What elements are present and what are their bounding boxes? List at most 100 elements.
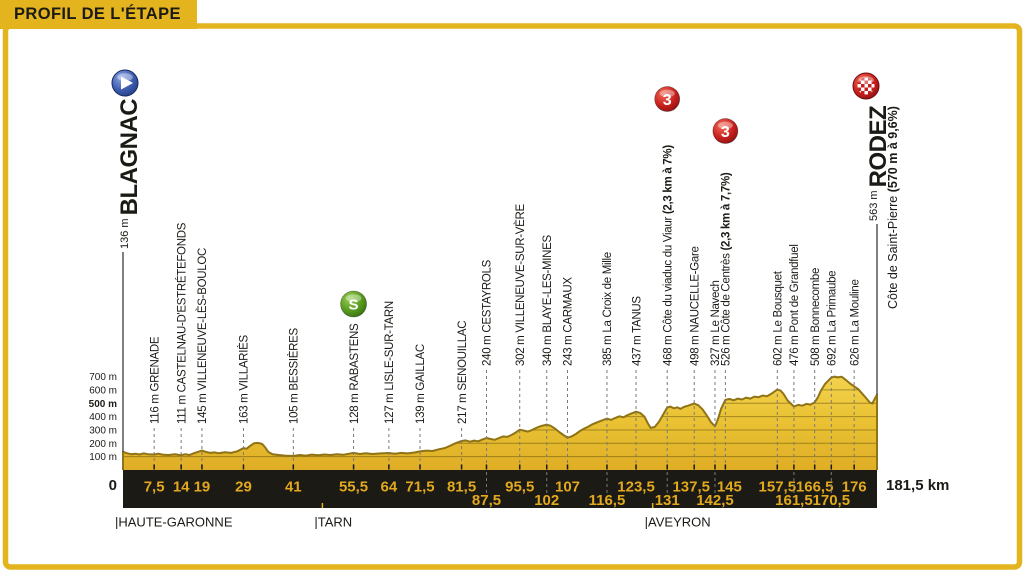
terrain-outline <box>122 375 878 470</box>
km-label: 7,5 <box>144 479 165 496</box>
waypoint-tick <box>606 464 608 470</box>
waypoint-label: 128 m RABASTENS <box>349 323 361 424</box>
waypoint-label: 468 m Côte du viaduc du Viaur (2,3 km à … <box>662 145 674 366</box>
waypoint-label: 105 m BESSIÈRES <box>288 328 301 424</box>
start-icon <box>111 69 139 97</box>
waypoint-label: 243 m CARMAUX <box>563 277 575 366</box>
km-label: 41 <box>285 479 302 496</box>
km-label: 131 <box>655 492 680 509</box>
y-axis-tick-label: 500 m <box>89 399 117 410</box>
waypoint-tick <box>419 464 421 470</box>
category-3-climb-icon: 3 <box>654 86 681 112</box>
waypoint-tick <box>693 464 695 470</box>
badge-label: 3 <box>663 92 672 109</box>
km-label: 29 <box>235 479 252 496</box>
y-axis-labels: 100 m 200 m 300 m 400 m 500 m 600 m 700 m <box>89 372 117 463</box>
waypoint-tick <box>793 464 795 470</box>
waypoint-tick <box>724 464 727 470</box>
km-label: 166,5 <box>796 479 834 496</box>
page-title-tab: PROFIL DE L'ÉTAPE <box>0 0 197 29</box>
waypoint-tick <box>545 464 548 470</box>
km-label: 87,5 <box>472 492 501 509</box>
km-label: 19 <box>194 479 211 496</box>
waypoint-label: 508 m Bonnecombe <box>810 268 822 366</box>
waypoint-label: 626 m La Mouline <box>849 279 861 366</box>
waypoint-tick <box>460 464 463 470</box>
sprint-icon: S <box>340 290 367 318</box>
total-distance-label: 181,5 km <box>886 477 949 494</box>
category-3-climb-icon: 3 <box>712 118 739 144</box>
km-label: 71,5 <box>405 479 434 496</box>
y-axis-tick-label: 100 m <box>89 452 117 463</box>
waypoint-tick <box>352 464 355 470</box>
department-label: |TARN <box>314 515 352 530</box>
waypoint-label: 327 m Le Navech <box>710 280 722 366</box>
km-label: 145 <box>717 479 742 496</box>
waypoint-label: 145 m VILLENEUVE-LÈS-BOULOC <box>196 248 209 424</box>
km-label: 142,5 <box>696 492 734 509</box>
waypoint-label: 692 m La Primaube <box>827 271 839 366</box>
waypoint-tick <box>242 464 245 470</box>
waypoint-tick <box>714 464 716 470</box>
waypoint-tick <box>830 464 833 470</box>
km-label: 116,5 <box>589 492 626 509</box>
y-axis-tick-label: 700 m <box>89 372 117 383</box>
waypoint-label: 127 m LISLE-SUR-TARN <box>384 301 396 424</box>
km-label: 157,5 <box>759 479 797 496</box>
waypoint-tick <box>153 464 155 470</box>
km-label: 137,5 <box>672 479 710 496</box>
waypoint-tick <box>566 464 569 470</box>
y-axis-tick-label: 300 m <box>89 425 117 436</box>
waypoint-tick <box>776 464 779 470</box>
page-title: PROFIL DE L'ÉTAPE <box>14 5 181 23</box>
waypoint-label: 437 m TANUS <box>631 296 643 366</box>
department-label: |HAUTE-GARONNE <box>115 515 233 530</box>
finish-subtitle: Côte de Saint-Pierre (570 m à 9,6%) <box>886 106 900 309</box>
y-axis-tick-label: 200 m <box>89 439 117 450</box>
department-boundary-tick <box>651 503 654 508</box>
km-label: 81,5 <box>447 479 476 496</box>
waypoint-label: 111 m CASTELNAU-D'ESTRÉTEFONDS <box>175 222 188 424</box>
waypoint-label: 116 m GRENADE <box>149 336 161 424</box>
km-label: 55,5 <box>339 479 368 496</box>
km-label: 170,5 <box>813 492 851 509</box>
km-label: 14 <box>173 479 190 496</box>
km-label: 161,5 <box>775 492 813 509</box>
waypoint-label: 163 m VILLARIÈS <box>238 335 251 424</box>
waypoint-tick <box>813 464 816 470</box>
department-labels: |HAUTE-GARONNE |TARN |AVEYRON <box>115 503 711 530</box>
waypoint-label: 240 m CESTAYROLS <box>482 259 494 366</box>
page-border-frame <box>2 23 1023 570</box>
department-boundary-tick <box>321 503 324 508</box>
waypoint-label: 498 m NAUCELLE-Gare <box>689 246 701 366</box>
waypoint-label: 385 m La Croix de Mille <box>602 252 614 366</box>
waypoint-label: 340 m BLAYE-LES-MINES <box>542 234 554 366</box>
waypoint-label: 476 m Pont de Grandfuel <box>789 244 801 366</box>
waypoint-tick <box>485 464 488 470</box>
km-label: 107 <box>555 479 580 496</box>
waypoint-tick <box>666 464 668 470</box>
km-label: 64 <box>381 479 398 496</box>
km-label: 123,5 <box>617 479 655 496</box>
finish-icon <box>852 72 880 100</box>
km-label: 95,5 <box>505 479 534 496</box>
y-axis-tick-label: 400 m <box>89 412 117 423</box>
distance-bar <box>123 470 877 508</box>
waypoint-tick <box>853 464 855 470</box>
waypoint-tick <box>518 464 521 470</box>
waypoint-label: 217 m SENOUILLAC <box>457 321 469 424</box>
waypoint-label: 526 m Côte de Centrès (2,3 km à 7,7%) <box>721 172 733 366</box>
waypoint-tick <box>388 464 390 470</box>
start-label: 136 m BLAGNAC <box>116 99 143 249</box>
profile-terrain <box>123 376 877 470</box>
waypoint-label: 302 m VILLENEUVE-SUR-VÈRE <box>514 204 527 366</box>
km-label: 102 <box>534 492 559 509</box>
waypoint-tick <box>180 464 182 470</box>
waypoint-tick <box>635 464 637 470</box>
waypoint-tick <box>201 464 203 470</box>
waypoint-tick <box>292 464 295 470</box>
waypoint-label: 139 m GAILLAC <box>415 344 427 424</box>
badge-label: S <box>349 296 359 313</box>
